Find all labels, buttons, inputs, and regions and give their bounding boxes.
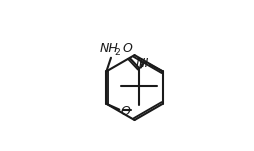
Text: 2: 2 [115, 48, 120, 58]
Text: N: N [136, 56, 145, 70]
Text: O: O [121, 104, 131, 118]
Text: NH: NH [100, 42, 119, 56]
Text: O: O [123, 42, 133, 55]
Text: H: H [139, 56, 148, 70]
